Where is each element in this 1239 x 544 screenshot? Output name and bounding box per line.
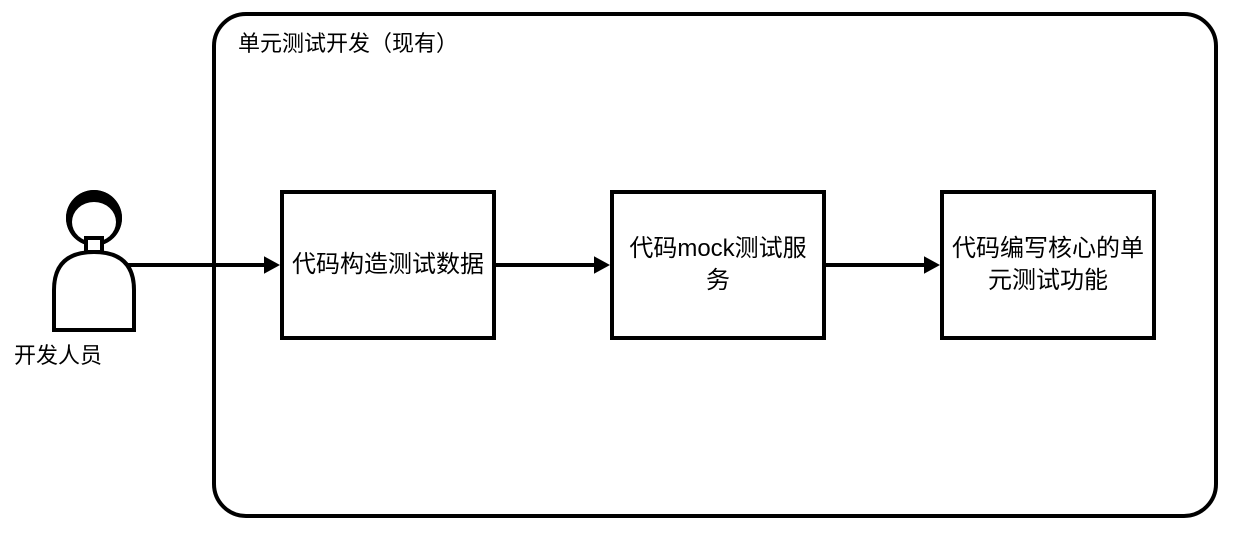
- container-title: 单元测试开发（现有）: [238, 26, 458, 58]
- node-write-unit-test: 代码编写核心的单元测试功能: [940, 190, 1156, 340]
- node-build-test-data: 代码构造测试数据: [280, 190, 496, 340]
- actor-developer: [34, 180, 154, 350]
- node-label: 代码编写核心的单元测试功能: [950, 233, 1146, 298]
- node-label: 代码构造测试数据: [292, 249, 484, 281]
- node-mock-test-service: 代码mock测试服务: [610, 190, 826, 340]
- diagram-canvas: { "diagram": { "type": "flowchart", "bac…: [0, 0, 1239, 544]
- person-icon: [34, 180, 154, 350]
- actor-label: 开发人员: [14, 338, 102, 370]
- node-label: 代码mock测试服务: [620, 233, 816, 298]
